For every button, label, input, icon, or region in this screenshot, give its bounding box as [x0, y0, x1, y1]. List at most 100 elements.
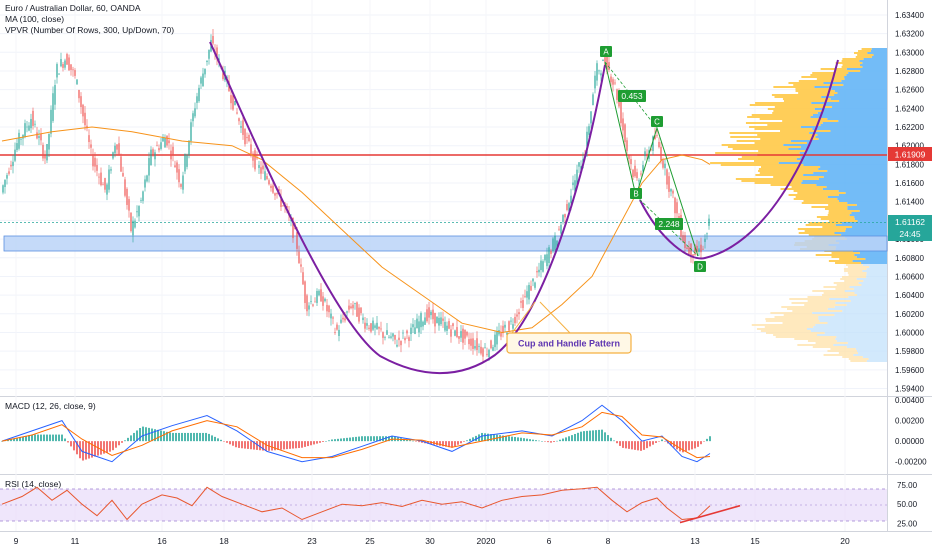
candle-body	[708, 218, 710, 226]
macd-histogram-bar	[25, 435, 27, 442]
vpvr-row-up	[783, 144, 887, 146]
vpvr-row-down	[787, 308, 828, 310]
macd-histogram-bar	[562, 438, 564, 442]
macd-histogram-bar	[427, 441, 429, 444]
candle-body	[454, 330, 456, 336]
candle-body	[408, 337, 410, 341]
ratio-label-1: 0.453	[621, 91, 643, 101]
vpvr-row-up	[834, 314, 887, 316]
time-tick-label: 20	[840, 536, 850, 546]
candle-body	[414, 327, 416, 335]
candle-body	[334, 332, 336, 333]
vpvr-row-down	[816, 216, 855, 218]
candle-body	[372, 320, 374, 330]
vpvr-row-down	[782, 98, 831, 100]
price-tick-label: 1.62600	[895, 86, 924, 95]
time-tick-label: 23	[307, 536, 317, 546]
vpvr-row-up	[861, 262, 887, 264]
cup-handle-callout[interactable]	[506, 332, 632, 354]
vpvr-row-down	[854, 52, 868, 54]
macd-histogram-bar	[289, 441, 291, 449]
macd-histogram-bar	[676, 441, 678, 450]
candle-body	[558, 228, 560, 230]
candle-body	[456, 327, 458, 337]
candle-body	[162, 137, 164, 142]
vpvr-row-down	[847, 272, 867, 274]
candle-body	[274, 193, 276, 196]
candle-body	[48, 133, 50, 150]
vpvr-row-down	[842, 276, 867, 278]
candle-body	[696, 245, 698, 253]
vpvr-row-down	[789, 298, 830, 300]
macd-pane-label[interactable]: MACD (12, 26, close, 9)	[5, 401, 96, 411]
rsi-pane-label[interactable]: RSI (14, close)	[5, 479, 62, 489]
vpvr-row-down	[795, 196, 828, 198]
cup-curve[interactable]	[209, 41, 606, 375]
vpvr-row-up	[851, 212, 887, 214]
candle-body	[534, 282, 536, 288]
macd-histogram-bar	[91, 441, 93, 458]
vpvr-row-down	[749, 126, 801, 128]
candle-body	[654, 135, 656, 139]
candle-body	[244, 128, 246, 145]
candle-body	[180, 184, 182, 187]
candle-body	[388, 336, 390, 338]
macd-histogram-bar	[322, 441, 324, 442]
macd-histogram-bar	[199, 432, 201, 442]
macd-histogram-bar	[505, 435, 507, 442]
vpvr-indicator-label[interactable]: VPVR (Number Of Rows, 300, Up/Down, 70)	[5, 25, 175, 35]
candle-body	[234, 100, 236, 106]
candle-body	[314, 301, 316, 303]
time-tick-label: 11	[71, 536, 80, 546]
candle-body	[528, 284, 530, 300]
vpvr-row-down	[807, 296, 849, 298]
macd-histogram-bar	[64, 438, 66, 442]
candle-body	[176, 162, 178, 173]
candle-body	[612, 79, 614, 85]
candle-body	[556, 240, 558, 249]
macd-histogram-bar	[307, 441, 309, 447]
candle-body	[2, 185, 4, 193]
macd-histogram-bar	[331, 439, 333, 442]
candle-body	[54, 85, 56, 105]
vpvr-row-up	[838, 194, 887, 196]
vpvr-row-down	[847, 266, 870, 268]
macd-histogram-bar	[301, 441, 303, 448]
vpvr-row-down	[822, 226, 852, 228]
vpvr-row-down	[810, 74, 847, 76]
macd-histogram-bar	[691, 441, 693, 450]
candle-body	[56, 64, 58, 78]
macd-histogram-bar	[577, 432, 579, 442]
signal-line	[1, 411, 711, 459]
macd-histogram-bar	[79, 441, 81, 459]
vpvr-row-down	[741, 180, 803, 182]
vpvr-row-down	[772, 112, 818, 114]
rsi-divergence-line[interactable]	[679, 504, 741, 524]
candle-body	[128, 199, 130, 211]
candle-body	[380, 328, 382, 330]
vpvr-row-down	[732, 148, 789, 150]
rsi-tick-label: 50.00	[897, 500, 918, 509]
vpvr-row-down	[765, 320, 820, 322]
ma-indicator-label[interactable]: MA (100, close)	[5, 14, 65, 24]
candle-body	[640, 173, 642, 175]
macd-histogram-bar	[244, 441, 246, 449]
resistance-price-text: 1.61909	[895, 150, 926, 160]
vpvr-row-up	[845, 192, 887, 194]
vpvr-row-down	[850, 360, 867, 362]
vpvr-row-up	[862, 62, 887, 64]
handle-curve[interactable]	[639, 59, 839, 260]
vpvr-row-up	[823, 176, 887, 178]
vpvr-row-down	[788, 82, 824, 84]
candle-body	[94, 157, 96, 167]
candle-body	[360, 307, 362, 314]
support-zone[interactable]	[3, 235, 888, 252]
candle-body	[516, 314, 518, 317]
symbol-title[interactable]: Euro / Australian Dollar, 60, OANDA	[5, 3, 141, 13]
candle-body	[426, 309, 428, 322]
vpvr-row-up	[838, 120, 887, 122]
vpvr-row-up	[847, 206, 887, 208]
candle-body	[258, 165, 260, 168]
candle-body	[508, 321, 510, 331]
vpvr-row-down	[844, 280, 864, 282]
